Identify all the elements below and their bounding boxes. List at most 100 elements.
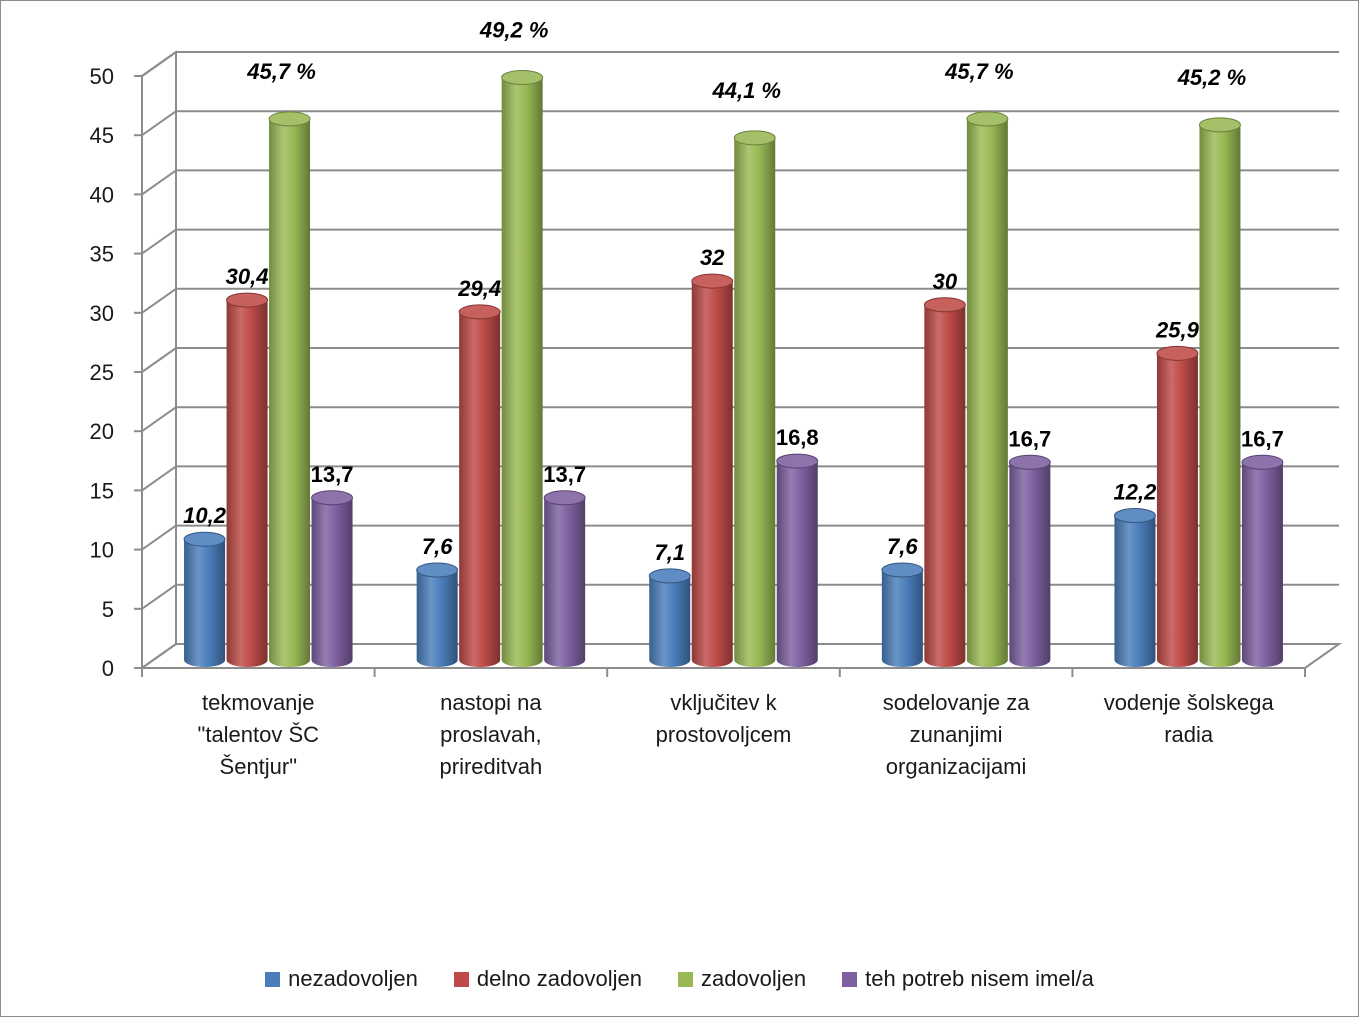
bar-top — [311, 490, 354, 506]
bar-top — [501, 69, 544, 85]
bar-zadovoljen — [268, 111, 311, 668]
y-tick-label: 5 — [102, 597, 114, 622]
data-labels: 10,2 7,6 7,1 7,6 12,2 30,4 29,4 32 30 25,9 45,7 % 4… — [183, 17, 1284, 564]
data-label: 30 — [933, 269, 958, 294]
bar-body — [416, 570, 458, 668]
gridline-side — [141, 465, 177, 492]
gridline-side — [141, 228, 177, 255]
y-tick-label: 40 — [90, 182, 114, 207]
bar-nezadovoljen — [183, 531, 226, 668]
bar-nezadovoljen — [881, 562, 924, 668]
bar-body — [269, 118, 311, 668]
legend-swatch — [453, 971, 469, 987]
y-tick-label: 25 — [90, 360, 114, 385]
data-label: 45,7 % — [944, 59, 1014, 84]
bar-body — [881, 570, 923, 668]
legend-label: nezadovoljen — [288, 966, 418, 991]
bar-teh-potreb-nisem-imel-a — [1008, 454, 1051, 668]
legend-item: delno zadovoljen — [453, 966, 642, 992]
bar-top — [416, 562, 459, 578]
data-label: 7,6 — [887, 534, 918, 559]
bar-top — [966, 111, 1009, 127]
bar-zadovoljen — [1198, 117, 1241, 668]
bar-top — [691, 273, 734, 289]
bar-delno-zadovoljen — [1156, 345, 1199, 668]
legend-item: teh potreb nisem imel/a — [842, 966, 1094, 992]
bar-body — [1114, 515, 1156, 668]
bar-teh-potreb-nisem-imel-a — [1241, 454, 1284, 668]
bar-top — [183, 531, 226, 547]
y-tick-label: 20 — [90, 419, 114, 444]
data-label: 13,7 — [311, 462, 354, 487]
legend: nezadovoljen delno zadovoljen zadovoljen te… — [0, 966, 1359, 992]
bar-zadovoljen — [733, 130, 776, 668]
bar-teh-potreb-nisem-imel-a — [311, 490, 354, 668]
data-label: 7,6 — [422, 534, 453, 559]
gridline-side — [141, 110, 177, 137]
bars — [183, 69, 1284, 668]
legend-label: delno zadovoljen — [476, 966, 642, 991]
gridline-side — [141, 583, 177, 610]
bar-body — [459, 311, 501, 668]
y-tick-label: 15 — [90, 478, 114, 503]
data-label: 44,1 % — [712, 78, 782, 103]
data-label: 49,2 % — [479, 17, 549, 42]
bar-top — [268, 111, 311, 127]
bar-body — [501, 77, 543, 668]
bar-top — [881, 562, 924, 578]
bar-nezadovoljen — [416, 562, 459, 668]
x-tick-label: sodelovanje za zunanjimi organizacijami — [883, 690, 1031, 779]
bar-teh-potreb-nisem-imel-a — [776, 453, 819, 668]
y-tick-label: 45 — [90, 123, 114, 148]
bar-body — [1009, 462, 1051, 668]
x-tick-label: vodenje šolskega radia — [1104, 690, 1275, 747]
data-label: 10,2 — [183, 503, 227, 528]
y-tick-label: 30 — [90, 301, 114, 326]
bar-delno-zadovoljen — [691, 273, 734, 668]
legend-item: zadovoljen — [677, 966, 806, 992]
gridline-side — [141, 287, 177, 314]
legend-item: nezadovoljen — [265, 966, 418, 992]
bar-nezadovoljen — [1113, 508, 1156, 668]
bar-body — [691, 281, 733, 668]
bar-body — [226, 300, 268, 667]
bar-top — [1241, 454, 1284, 470]
legend-swatch — [842, 971, 858, 987]
data-label: 16,7 — [1241, 426, 1284, 451]
y-tick-label: 35 — [90, 242, 114, 267]
gridline-side — [141, 51, 177, 77]
bar-top — [226, 292, 269, 308]
bar-top — [1008, 454, 1051, 470]
x-tick-label: nastopi na proslavah, prireditvah — [440, 690, 543, 779]
bar-body — [734, 137, 776, 668]
bar-top — [923, 297, 966, 313]
bar-body — [649, 575, 691, 668]
gridline-side — [141, 169, 177, 196]
gridline-side — [141, 406, 177, 433]
legend-swatch — [677, 971, 693, 987]
data-label: 45,2 % — [1177, 65, 1247, 90]
gridline-side — [141, 347, 177, 373]
axes — [134, 75, 1306, 677]
bar-top — [1156, 345, 1199, 361]
x-tick-labels: tekmovanje "talentov ŠC Šentjur" nastopi na… — [198, 690, 1275, 779]
x-tick-label: vključitev k prostovoljcem — [656, 690, 792, 747]
bar-body — [776, 461, 818, 668]
data-label: 12,2 — [1114, 480, 1158, 505]
gridline-side — [141, 524, 177, 551]
y-tick-label: 10 — [90, 538, 114, 563]
legend-swatch — [265, 971, 281, 987]
data-label: 7,1 — [654, 540, 685, 565]
bar-body — [1241, 462, 1283, 668]
bar-teh-potreb-nisem-imel-a — [543, 490, 586, 668]
bar-body — [966, 118, 1008, 668]
bar-top — [1198, 117, 1241, 133]
bar-top — [458, 304, 501, 320]
bar-body — [184, 539, 226, 668]
bar-nezadovoljen — [648, 568, 691, 668]
bar-body — [1199, 124, 1241, 668]
data-label: 16,7 — [1008, 426, 1051, 451]
data-label: 29,4 — [457, 276, 501, 301]
bar-delno-zadovoljen — [226, 292, 269, 667]
